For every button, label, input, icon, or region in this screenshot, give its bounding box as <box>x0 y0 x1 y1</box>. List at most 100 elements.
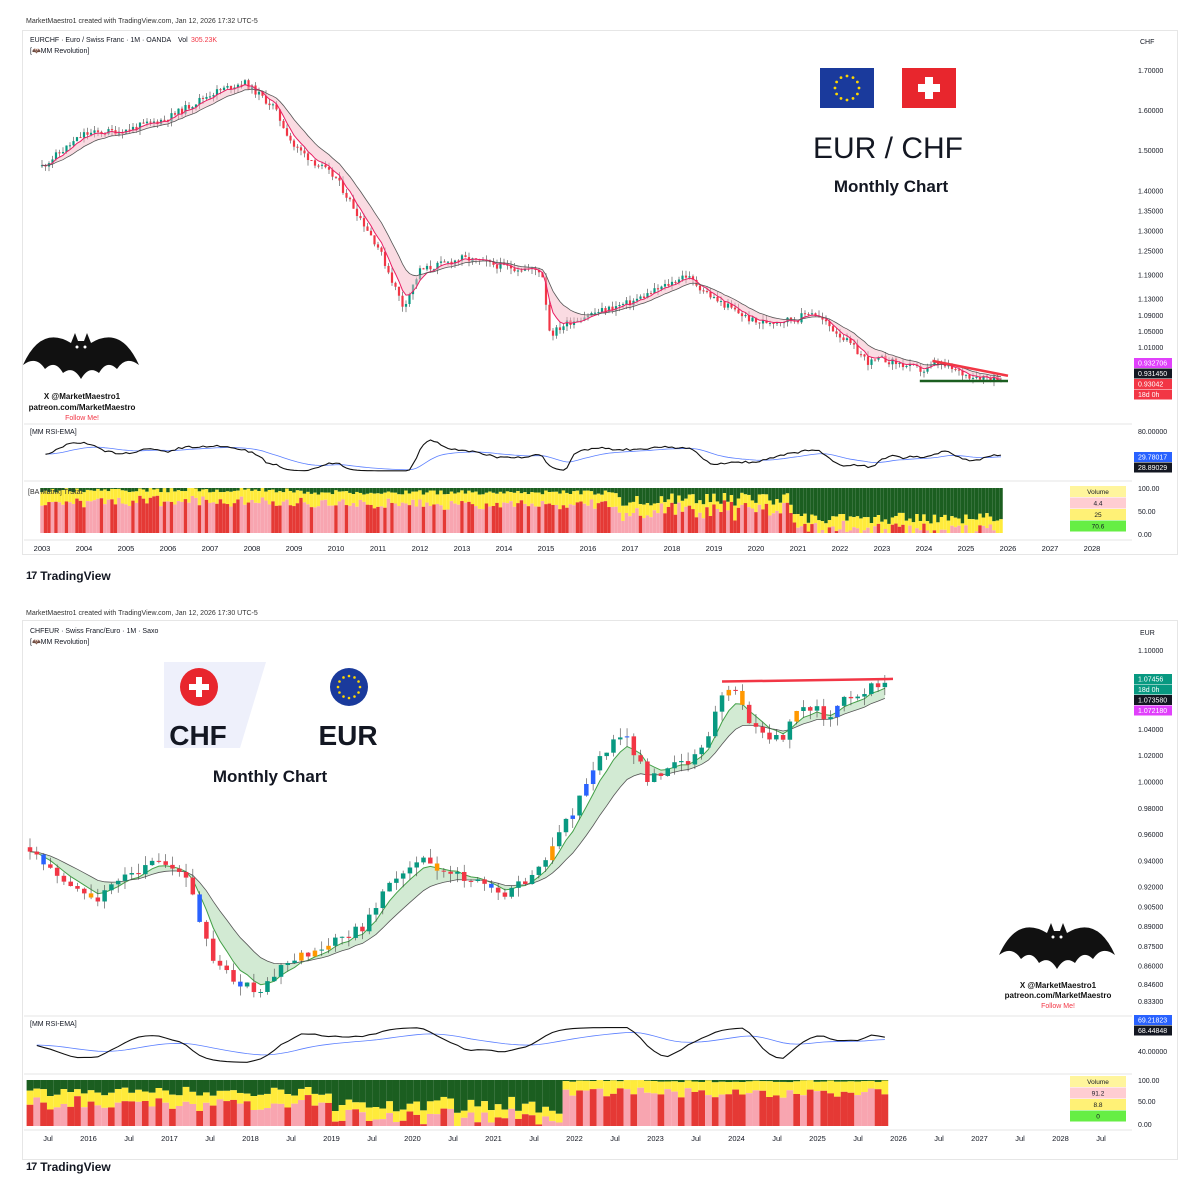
hist-red-segment <box>80 1107 88 1126</box>
hist-yellow-segment <box>432 490 436 505</box>
eu-star-icon <box>342 695 345 698</box>
hist-red-segment <box>134 502 139 533</box>
eu-star-icon <box>845 74 849 78</box>
eu-star-icon <box>855 92 859 96</box>
hist-red-segment <box>43 505 48 533</box>
hist-red-segment <box>204 499 209 533</box>
hist-red-segment <box>610 1093 617 1126</box>
candle-body <box>177 108 180 115</box>
legend-cell <box>1070 486 1126 497</box>
hist-yellow-segment <box>621 505 625 521</box>
resistance-trendline[interactable] <box>932 359 1009 377</box>
hist-yellow-segment <box>628 502 632 517</box>
price-tick-label: 1.35000 <box>1138 208 1163 215</box>
swiss-flag-icon <box>902 68 956 108</box>
candle-body <box>950 364 954 370</box>
candle-body <box>149 860 155 866</box>
hist-yellow-segment <box>369 492 373 505</box>
hist-yellow-segment <box>365 493 370 505</box>
time-axis-label: Jul <box>934 1134 944 1143</box>
time-axis[interactable]: Jul 2016 Jul 2017 Jul 2018 Jul 2019 Jul 2020 Jul 20… <box>43 1134 1106 1143</box>
hist-green-segment <box>586 488 590 491</box>
hist-yellow-segment <box>134 491 139 503</box>
hist-green-segment <box>881 1080 889 1081</box>
hist-red-segment <box>740 504 744 533</box>
hist-yellow-segment <box>852 517 856 528</box>
hist-green-segment <box>796 488 800 515</box>
hist-green-segment <box>442 488 447 495</box>
resistance-trendline[interactable] <box>722 677 894 683</box>
candle-body <box>856 344 859 355</box>
hist-green-segment <box>813 1080 821 1082</box>
hist-red-segment <box>264 500 268 533</box>
hist-red-segment <box>484 503 489 533</box>
hist-yellow-segment <box>182 1086 190 1102</box>
watermark-line-2: patreon.com/MarketMaestro <box>29 403 136 412</box>
hist-red-segment <box>420 1124 427 1126</box>
hist-red-segment <box>124 504 128 533</box>
candle-body <box>177 868 182 872</box>
hist-yellow-segment <box>544 490 548 505</box>
eurchf-chart-svg[interactable]: EURCHF · Euro / Swiss Franc · 1M · OANDA… <box>0 0 1200 560</box>
hist-red-segment <box>833 1096 841 1126</box>
hist-yellow-segment <box>467 1099 475 1113</box>
hist-yellow-segment <box>610 1080 617 1094</box>
candle-body <box>275 104 278 110</box>
hist-red-segment <box>508 1108 516 1126</box>
eu-star-icon <box>851 96 855 100</box>
bat-logo-icon <box>23 333 139 379</box>
candle-body <box>639 296 642 299</box>
hist-yellow-segment <box>670 493 674 503</box>
candle-body <box>509 887 514 897</box>
price-tag-label: 0.932706 <box>1138 361 1167 368</box>
vol-label: Vol <box>178 37 188 44</box>
hist-yellow-segment <box>223 1090 231 1102</box>
chfeur-chart-svg[interactable]: CHFEUR · Swiss Franc/Euro · 1M · Saxo [🦇… <box>0 600 1200 1165</box>
candle-body <box>334 176 338 178</box>
hist-green-segment <box>173 488 177 492</box>
time-axis[interactable]: 2003 2004 2005 2006 2007 2008 2009 2010 2011 2012… <box>34 544 1101 553</box>
hist-red-segment <box>526 506 531 533</box>
hist-green-segment <box>540 488 545 495</box>
tradingview-logo[interactable]: 17 TradingView <box>26 1160 111 1174</box>
price-axis[interactable]: 1.700001.600001.500001.400001.350001.300… <box>1138 68 1163 398</box>
hist-yellow-segment <box>691 494 695 510</box>
hist-yellow-segment <box>729 495 734 502</box>
hist-red-segment <box>190 495 195 533</box>
candle-body <box>183 871 189 878</box>
hist-green-segment <box>698 488 702 501</box>
hist-yellow-segment <box>657 1081 665 1095</box>
hist-yellow-segment <box>162 1090 170 1103</box>
hist-yellow-segment <box>649 505 653 518</box>
hist-green-segment <box>967 488 972 520</box>
candle-body <box>590 770 596 785</box>
hist-red-segment <box>376 506 380 533</box>
hist-green-segment <box>166 488 170 493</box>
hist-yellow-segment <box>869 523 874 533</box>
hist-yellow-segment <box>460 490 464 502</box>
hist-yellow-segment <box>155 488 160 496</box>
hist-green-segment <box>274 488 279 493</box>
chart-subtitle: Monthly Chart <box>834 177 949 196</box>
hist-yellow-segment <box>793 1081 801 1094</box>
hist-green-segment <box>67 1080 75 1093</box>
hist-yellow-segment <box>589 1081 597 1090</box>
hist-yellow-segment <box>890 517 895 525</box>
hist-yellow-segment <box>607 492 611 508</box>
hist-green-segment <box>306 488 310 492</box>
hist-yellow-segment <box>376 493 380 507</box>
hist-yellow-segment <box>87 1090 95 1102</box>
hist-yellow-segment <box>337 491 342 502</box>
time-axis-label: 2014 <box>496 544 513 553</box>
hist-red-segment <box>426 1113 434 1126</box>
hist-green-segment <box>344 488 349 492</box>
candle-body <box>229 85 233 90</box>
hist-green-segment <box>861 1080 868 1082</box>
hist-red-segment <box>862 530 867 533</box>
hist-red-segment <box>757 504 762 533</box>
time-axis-label: 2027 <box>1042 544 1059 553</box>
hist-red-segment <box>565 507 569 533</box>
hist-yellow-segment <box>711 1082 719 1098</box>
tradingview-logo[interactable]: 17 TradingView <box>26 569 111 583</box>
price-tick-label: 1.30000 <box>1138 228 1163 235</box>
